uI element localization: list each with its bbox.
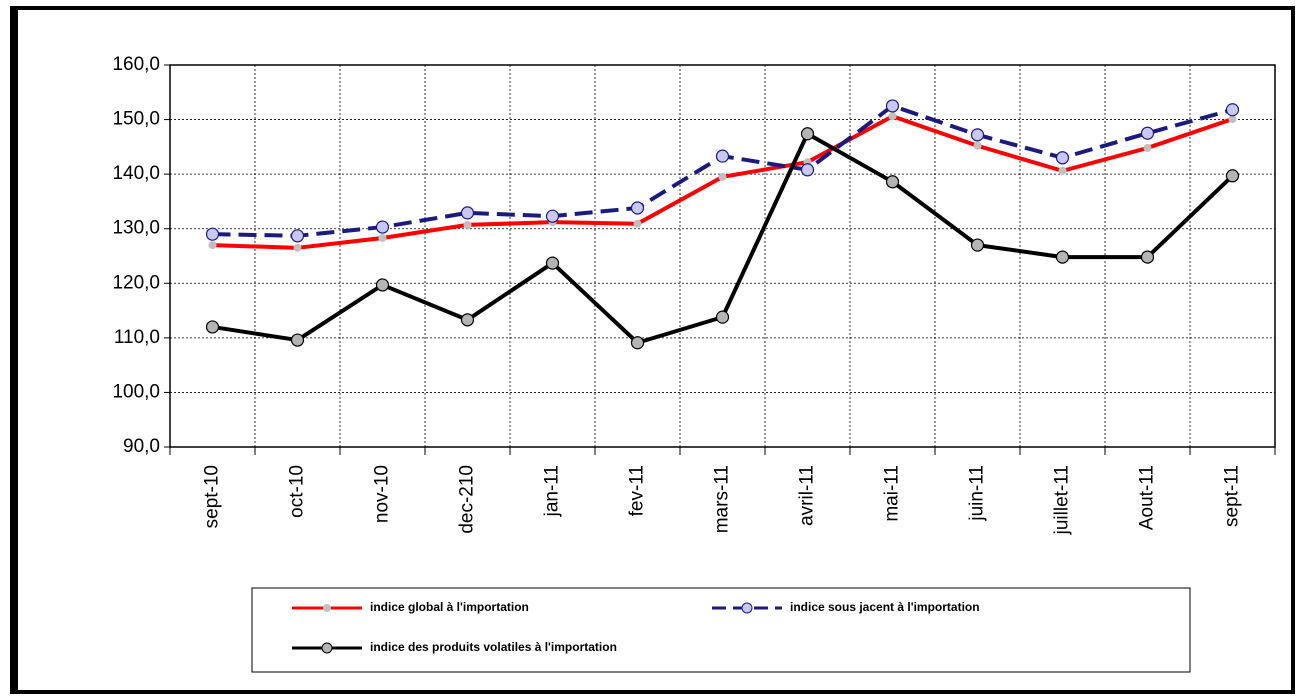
point — [718, 172, 727, 181]
point — [633, 219, 642, 228]
y-tick-label: 130,0 — [112, 218, 160, 239]
point — [290, 229, 305, 243]
x-tick-label: mars-11 — [712, 465, 733, 533]
x-tick-label: avril-11 — [797, 465, 818, 526]
x-tick-label: sept-11 — [1222, 465, 1243, 527]
point — [1225, 169, 1240, 183]
point — [1058, 166, 1067, 175]
legend-label: indice sous jacent à l'importation — [790, 600, 980, 614]
point — [460, 313, 475, 327]
x-tick-label: dec-210 — [457, 465, 478, 534]
point — [208, 241, 217, 250]
point — [545, 209, 560, 223]
point — [205, 227, 220, 241]
point — [970, 238, 985, 252]
x-tick-label: oct-10 — [287, 465, 308, 518]
point — [715, 310, 730, 324]
legend — [251, 587, 1191, 673]
point — [970, 128, 985, 142]
x-tick-label: mai-11 — [882, 465, 903, 522]
point — [630, 201, 645, 215]
y-tick-label: 140,0 — [112, 163, 160, 184]
point — [888, 112, 897, 121]
legend-label: indice global à l'importation — [370, 600, 529, 614]
point — [293, 243, 302, 252]
x-tick-label: Aout-11 — [1137, 465, 1158, 530]
point — [545, 256, 560, 270]
y-tick-label: 110,0 — [114, 327, 160, 348]
point — [290, 333, 305, 347]
point — [205, 320, 220, 334]
point — [1143, 143, 1152, 152]
legend-marker — [321, 642, 333, 654]
point — [1055, 151, 1070, 165]
legend-marker — [323, 604, 331, 612]
point — [1140, 126, 1155, 140]
point — [885, 99, 900, 113]
point — [885, 175, 900, 189]
frame-left — [10, 8, 18, 692]
x-tick-label: juin-11 — [967, 465, 988, 522]
y-tick-label: 100,0 — [112, 381, 160, 402]
y-tick-label: 90,0 — [123, 436, 160, 457]
x-tick-label: sept-10 — [202, 465, 223, 528]
legend-marker — [741, 602, 753, 614]
point — [375, 278, 390, 292]
x-tick-label: juillet-11 — [1052, 465, 1073, 535]
point — [1140, 250, 1155, 264]
point — [800, 127, 815, 141]
point — [378, 233, 387, 242]
point — [1055, 250, 1070, 264]
point — [463, 220, 472, 229]
point — [1225, 103, 1240, 117]
x-tick-label: nov-10 — [372, 465, 393, 523]
point — [800, 163, 815, 177]
x-tick-label: fev-11 — [627, 465, 648, 516]
x-tick-label: jan-11 — [542, 465, 563, 517]
point — [375, 220, 390, 234]
legend-label: indice des produits volatiles à l'import… — [370, 640, 617, 654]
y-tick-label: 160,0 — [112, 54, 160, 75]
point — [715, 149, 730, 163]
y-tick-label: 120,0 — [112, 272, 160, 293]
point — [1228, 115, 1237, 124]
point — [973, 141, 982, 150]
point — [460, 206, 475, 220]
point — [630, 336, 645, 350]
y-tick-label: 150,0 — [112, 109, 160, 130]
